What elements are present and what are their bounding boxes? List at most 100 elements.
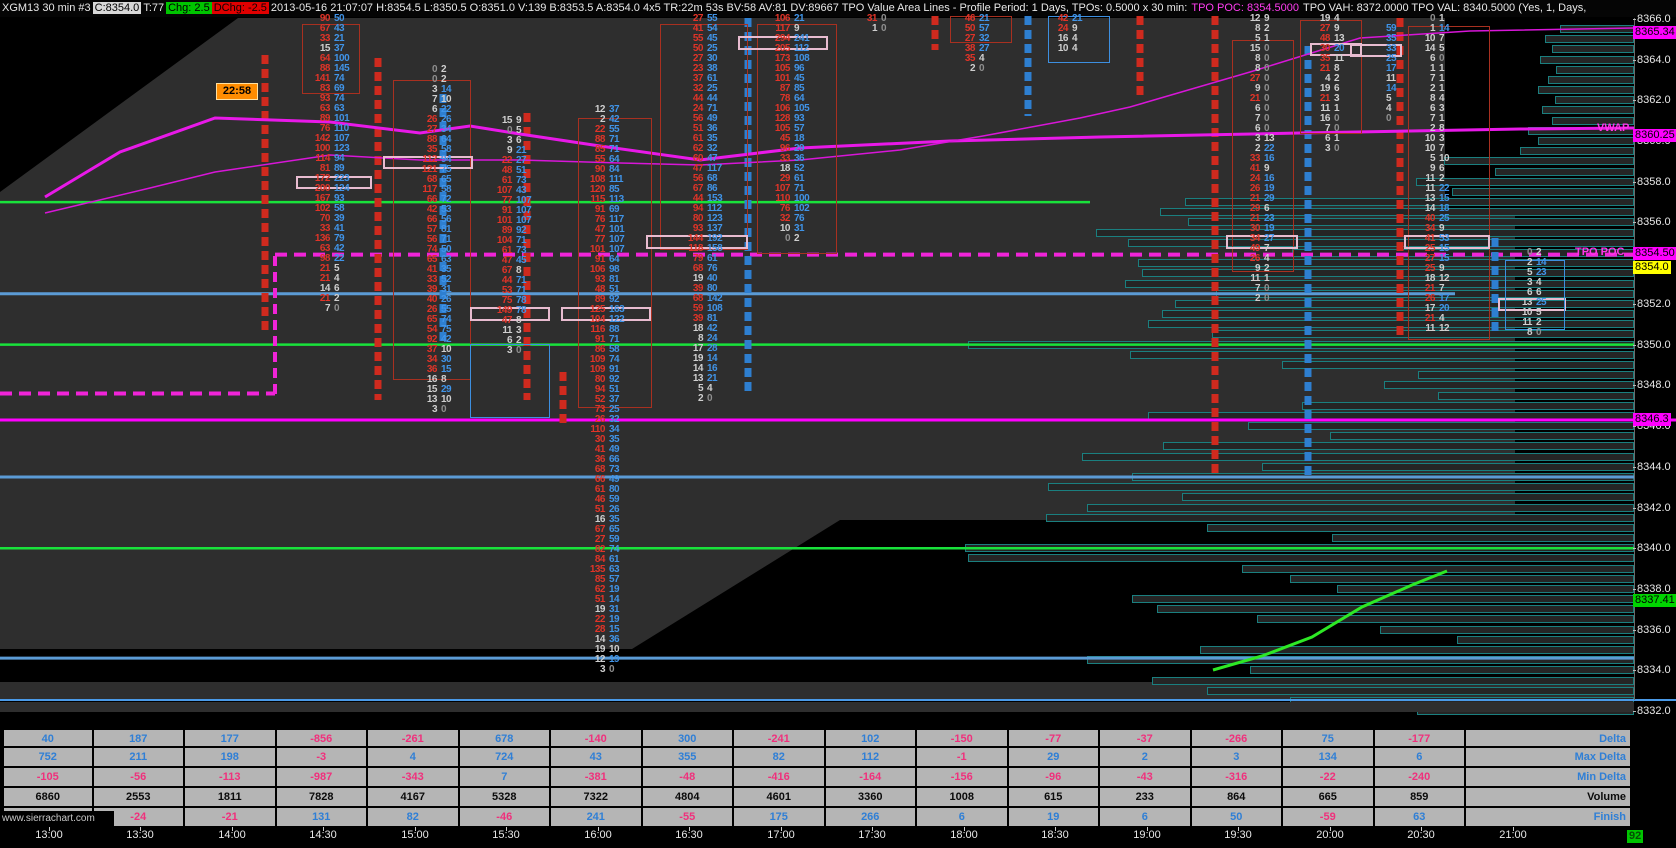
ask-volume: 3 bbox=[516, 324, 522, 336]
time-axis-tick bbox=[323, 827, 324, 831]
ask-volume: 25 bbox=[1386, 53, 1397, 65]
footprint-row: 28 15 bbox=[573, 625, 649, 635]
ask-volume: 241 bbox=[794, 32, 810, 44]
bid-volume: 87 bbox=[779, 82, 791, 94]
footprint-row: 42 53 bbox=[405, 204, 481, 215]
footprint-row: 18 42 bbox=[671, 323, 747, 334]
topbar-segment: 2013-05-16 21:07:07 H:8354.5 L:8350.5 O:… bbox=[270, 2, 1188, 14]
ask-volume: 25 bbox=[609, 404, 620, 416]
ask-volume: 26 bbox=[441, 113, 452, 125]
bid-volume: 73 bbox=[594, 404, 606, 416]
ask-volume: 1 bbox=[1264, 272, 1270, 284]
footprint-row: 21 3 bbox=[1298, 93, 1374, 104]
ask-volume: 4 bbox=[1072, 42, 1078, 54]
ask-volume: 101 bbox=[609, 224, 625, 236]
bid-volume: 19 bbox=[1319, 12, 1331, 24]
footprint-row: 19 10 bbox=[573, 645, 649, 655]
bid-volume: 120 bbox=[589, 184, 606, 196]
time-axis-tick bbox=[232, 827, 233, 831]
footprint-row: 31 0 bbox=[845, 13, 921, 24]
bid-volume: 101 bbox=[774, 72, 791, 84]
ask-volume: 30 bbox=[707, 52, 718, 64]
bid-volume bbox=[1350, 94, 1382, 104]
table-cell: -105 bbox=[2, 768, 94, 788]
table-cell: 2 bbox=[1100, 748, 1192, 768]
footprint-row: 10 3 bbox=[1403, 133, 1479, 144]
ask-volume: 64 bbox=[441, 133, 452, 145]
ask-volume: 37 bbox=[609, 394, 620, 406]
ask-volume: 108 bbox=[707, 302, 723, 314]
bid-volume: 83 bbox=[319, 82, 331, 94]
footprint-row: 5 23 bbox=[1500, 268, 1576, 278]
footprint-row: 88 64 bbox=[405, 133, 481, 145]
ask-volume: 61 bbox=[609, 554, 620, 566]
ask-volume: 58 bbox=[334, 202, 345, 214]
footprint-row: 47 45 bbox=[480, 254, 556, 266]
table-cell: -1 bbox=[917, 748, 1009, 768]
ask-volume: 111 bbox=[609, 174, 624, 186]
footprint-row: 46 21 bbox=[943, 13, 1019, 24]
bid-volume: 14 bbox=[692, 362, 704, 374]
footprint-column: 42 21 24 9 16 4 10 4 bbox=[1036, 13, 1112, 54]
time-axis-tick bbox=[781, 827, 782, 831]
depth-bar bbox=[1242, 564, 1634, 573]
bid-volume: 47 bbox=[501, 254, 513, 266]
table-cell: -241 bbox=[734, 728, 826, 748]
footprint-row: 94 51 bbox=[573, 385, 649, 395]
footprint-row: 35 11 bbox=[1298, 53, 1374, 64]
depth-bar bbox=[1128, 238, 1634, 247]
ask-volume: 51 bbox=[609, 284, 620, 296]
bid-volume: 89 bbox=[594, 294, 606, 306]
footprint-row: 22 27 bbox=[480, 155, 556, 166]
ask-volume: 85 bbox=[609, 184, 620, 196]
bid-volume: 3 bbox=[599, 664, 606, 676]
ask-volume: 81 bbox=[441, 223, 452, 235]
bid-volume: 3 bbox=[431, 403, 438, 415]
ask-volume: 59 bbox=[609, 494, 620, 506]
footprint-row: 51 14 bbox=[573, 595, 649, 605]
ask-volume: 36 bbox=[794, 152, 805, 164]
ask-volume: 2 bbox=[1536, 247, 1542, 258]
ask-volume: 10 bbox=[1439, 152, 1450, 164]
ask-volume: 34 bbox=[609, 424, 620, 436]
bid-volume: 50 bbox=[692, 42, 704, 54]
bid-volume: 61 bbox=[692, 132, 704, 144]
table-cell: -56 bbox=[93, 768, 185, 788]
depth-bar bbox=[1545, 35, 1634, 44]
ask-volume: 30 bbox=[441, 353, 452, 365]
footprint-row: 13 25 bbox=[1500, 298, 1576, 308]
footprint-row: 27 30 bbox=[671, 52, 747, 64]
ask-volume: 80 bbox=[609, 484, 620, 496]
bid-volume: 76 bbox=[594, 214, 606, 226]
footprint-row: 26 32 bbox=[573, 415, 649, 425]
footprint-row: 30 19 bbox=[1228, 223, 1304, 234]
ask-volume: 57 bbox=[979, 22, 990, 34]
watermark: www.sierrachart.com bbox=[0, 811, 114, 827]
footprint-row: 77 107 bbox=[573, 235, 649, 245]
footprint-row: 35 58 bbox=[405, 144, 481, 155]
bid-volume: 26 bbox=[1249, 252, 1261, 264]
bid-volume: 68 bbox=[692, 292, 704, 304]
bid-volume: 107 bbox=[496, 184, 513, 196]
footprint-column: 12 9 8 2 5 1 15 0 8 0 8 0 27 0 9 0 21 0 6 0 7 0 6 0 3 13 2 22 33 16 41… bbox=[1228, 13, 1304, 304]
footprint-row: 98 22 bbox=[298, 253, 374, 264]
ask-volume: 19 bbox=[609, 614, 620, 626]
bid-volume: 27 bbox=[964, 32, 976, 44]
bid-volume: 32 bbox=[692, 82, 704, 94]
depth-bar bbox=[1302, 401, 1634, 410]
footprint-row: 93 81 bbox=[573, 275, 649, 285]
ask-volume: 122 bbox=[609, 314, 625, 326]
ask-volume: 42 bbox=[609, 114, 620, 126]
bid-volume: 106 bbox=[774, 102, 791, 114]
footprint-column: 0 2 0 2 3 14 7 10 6 22 26 26 27 34 88 64 35 58 112 94 121 75 6… bbox=[405, 64, 481, 415]
depth-bar bbox=[1418, 371, 1634, 380]
footprint-row: 59 108 bbox=[671, 302, 747, 314]
footprint-row: 11 3 bbox=[480, 324, 556, 336]
footprint-row: 12 9 bbox=[1228, 13, 1304, 24]
depth-bar bbox=[965, 544, 1634, 553]
footprint-row: 107 43 bbox=[480, 184, 556, 196]
